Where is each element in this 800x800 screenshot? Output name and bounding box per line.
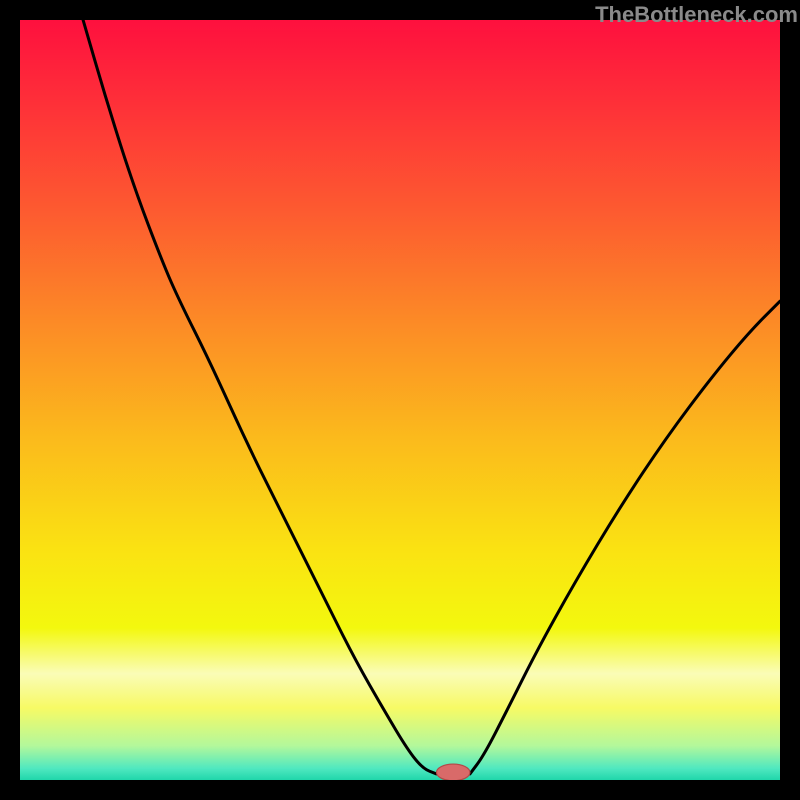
watermark-text: TheBottleneck.com xyxy=(595,2,798,28)
gradient-background xyxy=(20,20,780,780)
minimum-marker xyxy=(436,764,469,780)
bottleneck-chart xyxy=(20,20,780,780)
chart-frame xyxy=(20,20,780,780)
